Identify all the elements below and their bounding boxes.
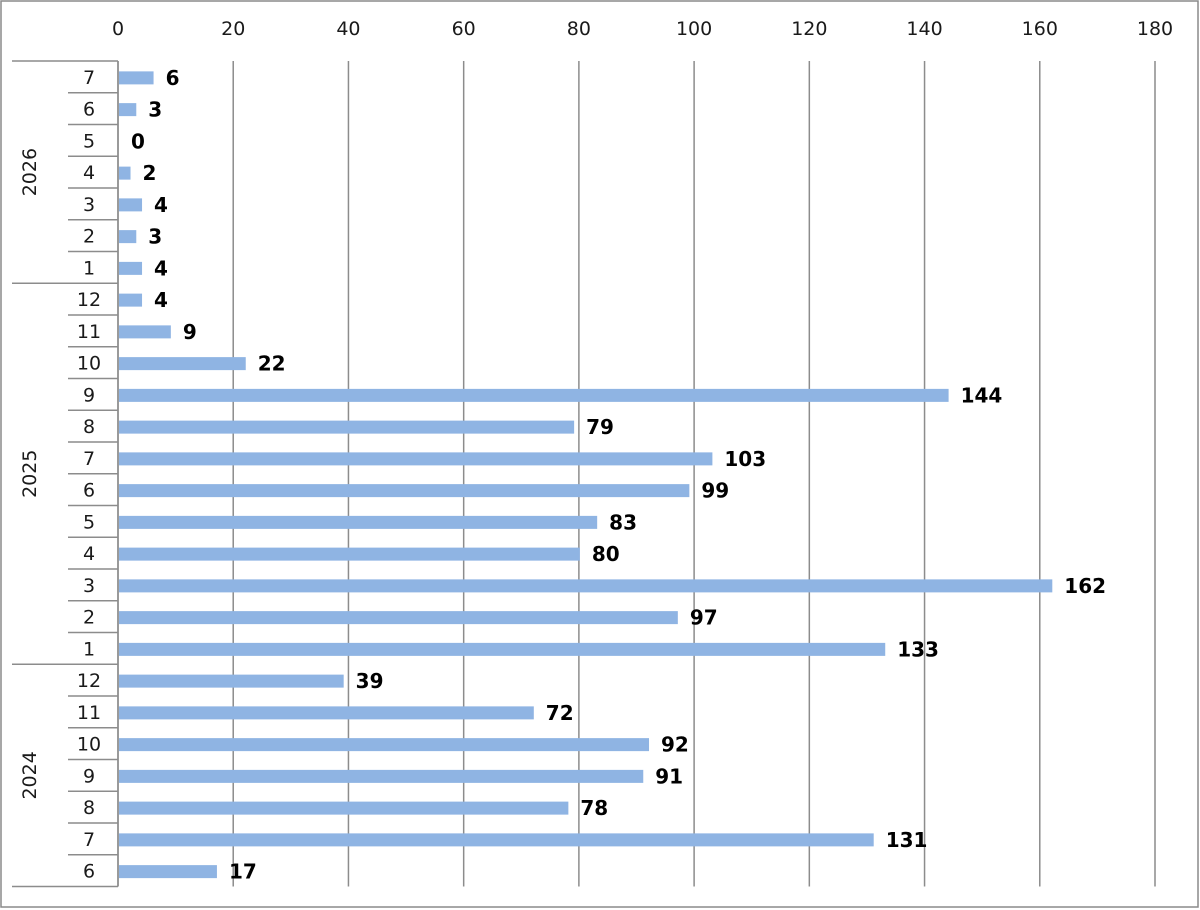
bar: [119, 166, 131, 180]
x-tick-label: 100: [676, 18, 712, 40]
data-label: 78: [580, 796, 608, 820]
data-label: 144: [961, 383, 1003, 407]
month-label: 1: [83, 257, 95, 279]
bar: [119, 801, 569, 815]
x-axis-tick-labels: 0 20 40 60 80 100 120 140 160 180: [112, 18, 1173, 40]
data-label: 97: [690, 606, 718, 630]
bar: [119, 515, 598, 529]
year-label: 2026: [19, 148, 41, 196]
month-label: 12: [77, 670, 101, 692]
month-label: 2: [83, 226, 95, 248]
data-label: 39: [356, 669, 384, 693]
month-label: 10: [77, 353, 101, 375]
data-label: 4: [154, 288, 168, 312]
bar: [119, 642, 886, 656]
bar: [119, 357, 246, 371]
bar: [119, 579, 1053, 593]
bar: [119, 547, 580, 561]
year-label: 2025: [19, 450, 41, 498]
bar: [119, 674, 344, 688]
month-label: 6: [83, 861, 95, 883]
bar: [119, 261, 143, 275]
bar: [119, 833, 874, 847]
month-label: 9: [83, 384, 95, 406]
month-label: 5: [83, 130, 95, 152]
data-label: 99: [701, 479, 729, 503]
x-tick-label: 0: [112, 18, 124, 40]
data-label: 83: [609, 510, 637, 534]
bar: [119, 293, 143, 307]
month-label: 7: [83, 448, 95, 470]
bar: [119, 452, 713, 466]
data-label: 9: [183, 320, 197, 344]
bar: [119, 706, 534, 720]
month-label: 10: [77, 734, 101, 756]
data-label: 3: [148, 225, 162, 249]
data-label: 2: [143, 161, 157, 185]
x-tick-label: 120: [791, 18, 827, 40]
month-label: 9: [83, 765, 95, 787]
data-label: 0: [131, 129, 145, 153]
data-label: 80: [592, 542, 620, 566]
month-label: 6: [83, 480, 95, 502]
bar: [119, 388, 949, 402]
month-label: 7: [83, 829, 95, 851]
month-label: 4: [83, 543, 95, 565]
x-tick-label: 160: [1022, 18, 1058, 40]
bar: [119, 738, 650, 752]
month-label: 5: [83, 511, 95, 533]
data-label: 6: [166, 66, 180, 90]
data-label: 17: [229, 860, 257, 884]
month-label: 2: [83, 607, 95, 629]
data-label: 22: [258, 352, 286, 376]
month-label: 11: [77, 702, 101, 724]
month-label: 12: [77, 289, 101, 311]
month-label: 11: [77, 321, 101, 343]
month-label: 6: [83, 99, 95, 121]
x-tick-label: 60: [452, 18, 476, 40]
bar: [119, 71, 154, 85]
month-label: 3: [83, 194, 95, 216]
data-label: 133: [897, 637, 939, 661]
x-tick-label: 140: [906, 18, 942, 40]
x-tick-label: 80: [567, 18, 591, 40]
data-label: 91: [655, 764, 683, 788]
data-label: 79: [586, 415, 614, 439]
data-label: 4: [154, 256, 168, 280]
data-label: 3: [148, 98, 162, 122]
month-label: 8: [83, 416, 95, 438]
data-label: 162: [1064, 574, 1106, 598]
month-label: 3: [83, 575, 95, 597]
bar: [119, 611, 678, 625]
month-label: 4: [83, 162, 95, 184]
data-label: 4: [154, 193, 168, 217]
data-label: 131: [886, 828, 928, 852]
x-tick-label: 20: [221, 18, 245, 40]
year-label: 2024: [19, 751, 41, 799]
bar: [119, 230, 137, 244]
bar: [119, 420, 575, 434]
data-label: 92: [661, 733, 689, 757]
month-label: 7: [83, 67, 95, 89]
data-labels: 6302434492214479103998380162971333972929…: [131, 66, 1106, 884]
data-label: 103: [724, 447, 766, 471]
month-label: 8: [83, 797, 95, 819]
bar: [119, 325, 171, 339]
bar: [119, 769, 644, 783]
x-tick-label: 40: [336, 18, 360, 40]
bars: [119, 71, 1053, 879]
bar: [119, 484, 690, 498]
category-axis: 7 6 5 4 3 2 1 2026 12 11 10 9 8 7 6 5 4 3 2 1 2025 12 11 10 9 8 7 6…: [12, 60, 119, 888]
x-tick-label: 180: [1137, 18, 1173, 40]
data-label: 72: [546, 701, 574, 725]
bar: [119, 865, 217, 879]
month-label: 1: [83, 638, 95, 660]
bar: [119, 198, 143, 212]
bar: [119, 103, 137, 117]
